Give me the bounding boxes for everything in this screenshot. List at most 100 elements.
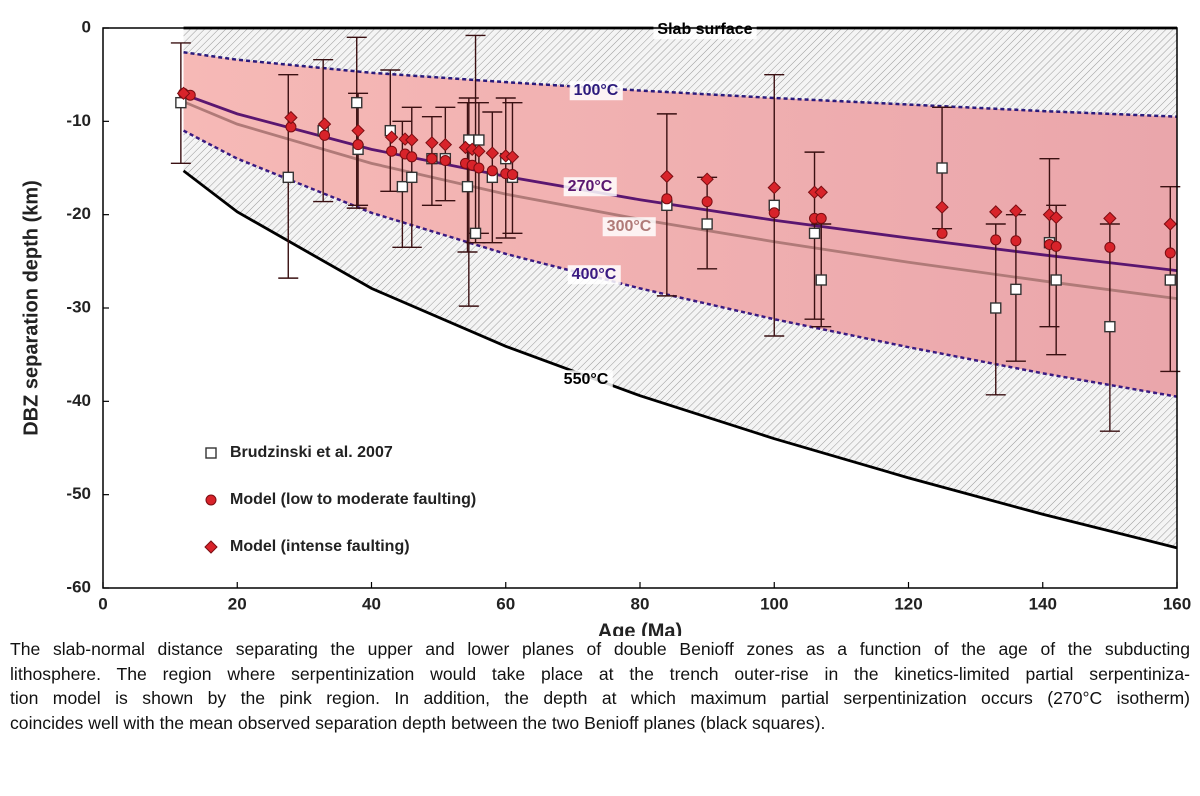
chart: Slab surface 100°C 270°C 300°C 400°C 550°C Ag…: [20, 17, 1191, 636]
data-point: [990, 302, 1002, 314]
data-point: [808, 227, 821, 240]
data-point: [351, 123, 365, 138]
data-point: [426, 153, 438, 165]
isotherm-line: [182, 129, 1178, 398]
data-point: [1164, 247, 1176, 259]
data-point: [384, 130, 399, 144]
data-point: [1163, 217, 1177, 231]
y-tick-label: -40: [66, 391, 91, 410]
data-point: [386, 145, 398, 157]
data-point: [352, 139, 364, 151]
data-point: [1050, 240, 1062, 252]
isotherm-line: [182, 169, 1178, 550]
data-point: [461, 180, 474, 193]
data-point: [935, 200, 949, 214]
data-point: [505, 150, 520, 164]
x-tick-label: 140: [1029, 594, 1057, 613]
data-point: [351, 96, 363, 109]
data-point: [472, 144, 486, 158]
data-point: [438, 137, 453, 152]
caption-line: coincides well with the mean observed se…: [10, 712, 826, 733]
data-point: [176, 86, 191, 101]
legend-marker: [204, 540, 218, 554]
data-point: [701, 218, 713, 230]
curve-label-bg: [653, 20, 757, 40]
curve-label-bg: [567, 265, 621, 285]
data-point: [1104, 241, 1116, 253]
data-point: [1164, 274, 1176, 286]
data-point: [815, 274, 827, 286]
data-point: [1104, 320, 1116, 333]
data-point: [815, 212, 827, 224]
data-point: [936, 162, 948, 174]
legend-label: Model (low to moderate faulting): [230, 491, 476, 508]
data-point: [425, 136, 439, 150]
x-tick-label: 40: [362, 594, 381, 613]
y-tick-label: -50: [66, 484, 91, 503]
curve-label-bg: [563, 177, 617, 197]
data-point: [701, 196, 713, 208]
data-point: [661, 193, 673, 205]
data-point: [485, 146, 500, 160]
x-tick-label: 80: [631, 594, 650, 613]
error-bar: [502, 101, 523, 235]
data-point: [473, 162, 485, 174]
legend-marker: [205, 447, 217, 459]
data-point: [814, 185, 828, 199]
y-tick-label: 0: [82, 17, 91, 36]
data-point: [1049, 210, 1063, 225]
data-point: [469, 227, 482, 240]
data-point: [989, 205, 1003, 219]
legend-label: Model (intense faulting): [230, 538, 410, 555]
data-point: [396, 180, 409, 193]
y-axis-title: DBZ separation depth (km): [20, 180, 42, 436]
error-bar: [495, 97, 516, 239]
data-point: [1050, 274, 1062, 286]
error-bar: [346, 36, 367, 209]
isotherm-line: [183, 92, 1178, 273]
data-point: [439, 155, 451, 167]
data-point: [473, 134, 485, 146]
x-tick-label: 160: [1163, 594, 1191, 613]
curve-label: 270°C: [568, 178, 613, 195]
data-point: [767, 180, 781, 195]
x-axis-title: Age (Ma): [598, 620, 682, 636]
data-point: [1009, 204, 1023, 218]
data-point: [486, 165, 498, 177]
legend-label: Brudzinski et al. 2007: [230, 444, 393, 461]
isotherm-line: [183, 51, 1178, 118]
curve-label: 300°C: [607, 218, 652, 235]
curve-label: 550°C: [564, 371, 609, 388]
data-point: [700, 172, 714, 186]
x-tick-label: 0: [98, 594, 107, 613]
data-point: [406, 151, 418, 163]
data-point: [660, 169, 674, 184]
data-point: [284, 110, 298, 125]
caption-line: The slab-normal distance separating the …: [10, 639, 1190, 659]
curve-label-bg: [559, 370, 613, 390]
data-point: [1010, 235, 1022, 247]
curve-label: Slab surface: [657, 21, 752, 38]
data-point: [1010, 283, 1022, 296]
data-point: [990, 234, 1002, 246]
caption: The slab-normal distance separating the …: [10, 637, 1190, 735]
caption-line: tion model is shown by the pink region. …: [10, 688, 1190, 709]
y-tick-label: -10: [66, 111, 91, 130]
caption-line: lithosphere. The region where serpentini…: [10, 663, 1190, 684]
data-point: [282, 171, 294, 184]
x-tick-label: 100: [760, 594, 788, 613]
x-tick-label: 60: [496, 594, 515, 613]
x-tick-label: 120: [894, 594, 922, 613]
data-point: [768, 207, 780, 219]
y-tick-label: -30: [66, 297, 91, 316]
curve-label-bg: [569, 81, 623, 101]
legend-marker: [205, 494, 217, 506]
data-point: [506, 169, 518, 181]
curve-label-bg: [602, 217, 656, 237]
y-tick-label: -20: [66, 204, 91, 223]
data-point: [319, 129, 331, 141]
data-point: [936, 227, 948, 239]
data-point: [1103, 211, 1117, 226]
data-point: [406, 171, 418, 184]
